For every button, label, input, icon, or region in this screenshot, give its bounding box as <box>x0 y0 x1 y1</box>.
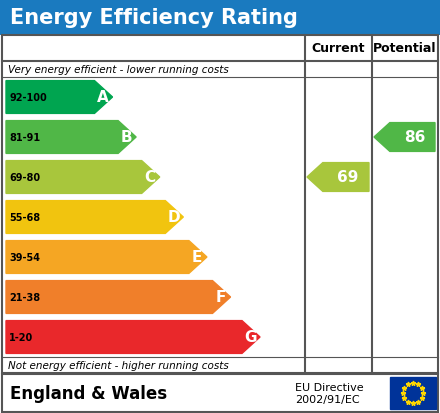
Bar <box>2 36 438 373</box>
Text: D: D <box>167 210 180 225</box>
Text: F: F <box>216 290 226 305</box>
Polygon shape <box>6 281 231 313</box>
Text: 81-91: 81-91 <box>9 133 40 142</box>
Text: 21-38: 21-38 <box>9 292 40 302</box>
Text: EU Directive: EU Directive <box>295 382 363 392</box>
Text: C: C <box>144 170 155 185</box>
Text: England & Wales: England & Wales <box>10 384 167 402</box>
Polygon shape <box>6 201 183 234</box>
Polygon shape <box>6 81 113 114</box>
Text: 86: 86 <box>404 130 425 145</box>
Polygon shape <box>6 121 136 154</box>
Polygon shape <box>374 123 435 152</box>
Bar <box>2 374 438 412</box>
Text: A: A <box>97 90 109 105</box>
Text: 1-20: 1-20 <box>9 332 33 342</box>
Text: 39-54: 39-54 <box>9 252 40 262</box>
Text: Potential: Potential <box>373 43 437 55</box>
Text: Current: Current <box>312 43 365 55</box>
Polygon shape <box>6 321 260 354</box>
Bar <box>0 0 440 36</box>
Text: Very energy efficient - lower running costs: Very energy efficient - lower running co… <box>8 65 229 75</box>
Polygon shape <box>6 161 160 194</box>
Polygon shape <box>6 241 207 274</box>
Text: 55-68: 55-68 <box>9 212 40 223</box>
Text: 69: 69 <box>337 170 359 185</box>
Text: B: B <box>121 130 132 145</box>
Text: Not energy efficient - higher running costs: Not energy efficient - higher running co… <box>8 360 229 370</box>
Text: E: E <box>192 250 202 265</box>
Text: 69-80: 69-80 <box>9 173 40 183</box>
Polygon shape <box>307 163 369 192</box>
Text: 2002/91/EC: 2002/91/EC <box>295 394 359 404</box>
Bar <box>390 377 436 409</box>
Text: G: G <box>244 330 257 345</box>
Text: 92-100: 92-100 <box>9 93 47 103</box>
Text: Energy Efficiency Rating: Energy Efficiency Rating <box>10 8 298 28</box>
